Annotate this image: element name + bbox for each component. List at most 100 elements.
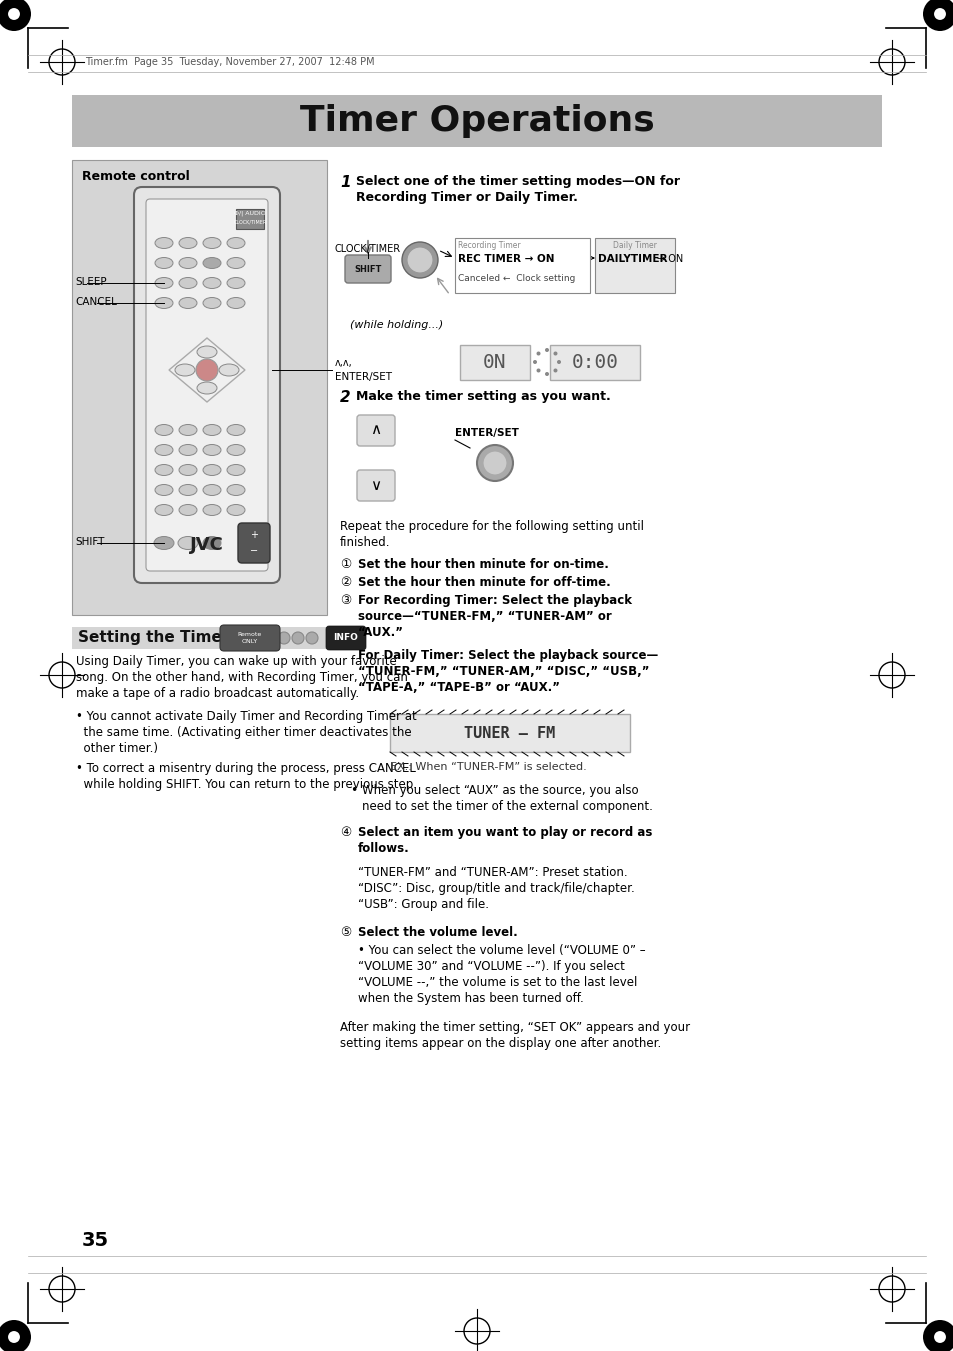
Text: 0:00: 0:00 [571, 353, 618, 372]
Ellipse shape [178, 536, 198, 550]
Ellipse shape [154, 238, 172, 249]
FancyBboxPatch shape [220, 626, 280, 651]
Text: ②: ② [339, 576, 351, 589]
Ellipse shape [203, 424, 221, 435]
Circle shape [0, 1320, 30, 1351]
Circle shape [277, 632, 290, 644]
Bar [550, 345, 639, 380]
Circle shape [536, 369, 540, 373]
Bar [235, 209, 264, 230]
Ellipse shape [203, 258, 221, 269]
Bar [459, 345, 530, 380]
Text: 35: 35 [82, 1231, 109, 1250]
Ellipse shape [227, 424, 245, 435]
Ellipse shape [179, 424, 196, 435]
Text: ①: ① [339, 558, 351, 571]
Text: Recording Timer: Recording Timer [457, 240, 520, 250]
Text: After making the timer setting, “SET OK” appears and your
setting items appear o: After making the timer setting, “SET OK”… [339, 1021, 689, 1050]
Text: TUNER – FM: TUNER – FM [464, 725, 555, 740]
Bar [390, 713, 629, 753]
Ellipse shape [154, 444, 172, 455]
Ellipse shape [179, 465, 196, 476]
Text: Φ/| AUDIO: Φ/| AUDIO [233, 211, 266, 216]
Text: 0N: 0N [483, 353, 506, 372]
Bar [71, 159, 327, 615]
Circle shape [476, 444, 513, 481]
Text: When you select “AUX” as the source, you also
need to set the timer of the exter: When you select “AUX” as the source, you… [361, 784, 652, 813]
Text: SLEEP: SLEEP [75, 277, 107, 286]
Text: Make the timer setting as you want.: Make the timer setting as you want. [355, 390, 610, 403]
Ellipse shape [227, 444, 245, 455]
Ellipse shape [203, 485, 221, 496]
Text: • To correct a misentry during the process, press CANCEL
  while holding SHIFT. : • To correct a misentry during the proce… [76, 762, 416, 790]
Ellipse shape [227, 258, 245, 269]
Text: ∨: ∨ [370, 477, 381, 493]
Ellipse shape [203, 536, 221, 550]
Text: SHIFT: SHIFT [354, 265, 381, 273]
Ellipse shape [179, 277, 196, 289]
Ellipse shape [196, 346, 216, 358]
Circle shape [933, 8, 945, 20]
Ellipse shape [203, 238, 221, 249]
Text: Setting the Timer: Setting the Timer [78, 630, 229, 644]
Circle shape [536, 351, 540, 355]
Circle shape [553, 351, 557, 355]
Circle shape [923, 1320, 953, 1351]
Text: Repeat the procedure for the following setting until
finished.: Repeat the procedure for the following s… [339, 520, 643, 549]
FancyBboxPatch shape [356, 415, 395, 446]
Circle shape [533, 359, 537, 363]
Ellipse shape [227, 465, 245, 476]
Text: CANCEL: CANCEL [75, 297, 117, 307]
Ellipse shape [203, 277, 221, 289]
Ellipse shape [154, 465, 172, 476]
Ellipse shape [219, 363, 239, 376]
Ellipse shape [179, 297, 196, 308]
Bar [455, 238, 589, 293]
Circle shape [8, 1331, 20, 1343]
Text: Select an item you want to play or record as
follows.: Select an item you want to play or recor… [357, 825, 652, 855]
Ellipse shape [179, 258, 196, 269]
Ellipse shape [154, 424, 172, 435]
Ellipse shape [174, 363, 194, 376]
Ellipse shape [179, 238, 196, 249]
Text: INFO: INFO [334, 634, 358, 643]
Ellipse shape [203, 465, 221, 476]
Text: +: + [250, 530, 257, 540]
Ellipse shape [203, 444, 221, 455]
Circle shape [557, 359, 560, 363]
Text: • You cannot activate Daily Timer and Recording Timer at
  the same time. (Activ: • You cannot activate Daily Timer and Re… [76, 711, 416, 755]
Text: •: • [350, 784, 357, 797]
Text: −: − [250, 546, 258, 557]
Text: ④: ④ [339, 825, 351, 839]
Ellipse shape [154, 258, 172, 269]
Text: ∧: ∧ [370, 423, 381, 438]
Text: • You can select the volume level (“VOLUME 0” –
“VOLUME 30” and “VOLUME --”). If: • You can select the volume level (“VOLU… [357, 944, 645, 1005]
Circle shape [292, 632, 304, 644]
Ellipse shape [154, 504, 172, 516]
Text: CLOCK/TIMER: CLOCK/TIMER [335, 245, 400, 254]
Text: ③: ③ [339, 594, 351, 607]
Circle shape [933, 1331, 945, 1343]
Bar [595, 238, 675, 293]
FancyBboxPatch shape [133, 186, 280, 584]
Ellipse shape [154, 297, 172, 308]
Ellipse shape [179, 504, 196, 516]
Text: 2: 2 [339, 390, 351, 405]
Text: 1: 1 [339, 176, 351, 190]
FancyBboxPatch shape [237, 523, 270, 563]
Ellipse shape [227, 297, 245, 308]
Bar [71, 627, 327, 648]
Ellipse shape [227, 504, 245, 516]
Text: SHIFT: SHIFT [75, 536, 104, 547]
Text: ENTER/SET: ENTER/SET [455, 428, 518, 438]
Ellipse shape [153, 536, 173, 550]
Text: DAILYTIMER: DAILYTIMER [598, 254, 667, 263]
Text: REC TIMER → ON: REC TIMER → ON [457, 254, 554, 263]
Circle shape [923, 0, 953, 31]
Circle shape [306, 632, 317, 644]
Text: Using Daily Timer, you can wake up with your favorite
song. On the other hand, w: Using Daily Timer, you can wake up with … [76, 655, 408, 700]
Text: ENTER/SET: ENTER/SET [335, 372, 392, 382]
Text: Remote
ONLY: Remote ONLY [237, 632, 262, 643]
Text: Set the hour then minute for off-time.: Set the hour then minute for off-time. [357, 576, 610, 589]
FancyBboxPatch shape [326, 626, 366, 650]
